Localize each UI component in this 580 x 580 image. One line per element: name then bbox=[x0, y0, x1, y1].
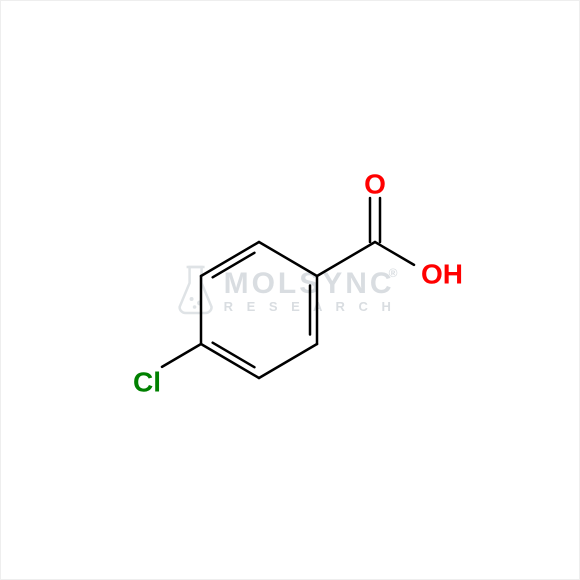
molecule-diagram: O OH Cl bbox=[1, 1, 580, 580]
labels-group: O OH Cl bbox=[133, 168, 463, 397]
atom-label-o1: O bbox=[364, 168, 386, 199]
atom-label-cl: Cl bbox=[133, 366, 161, 397]
bonds-group bbox=[162, 198, 414, 378]
atom-label-o2: OH bbox=[421, 258, 463, 289]
canvas: MOLSYNC® R E S E A R C H OOHCl bbox=[0, 0, 580, 580]
